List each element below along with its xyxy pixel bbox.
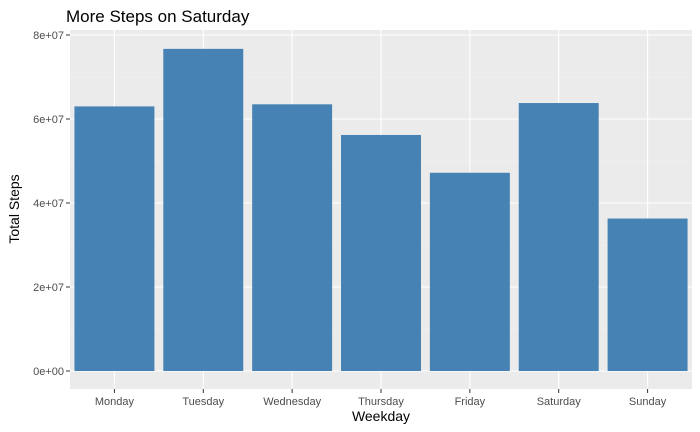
bar-tuesday bbox=[163, 48, 244, 372]
x-tick-label: Friday bbox=[455, 396, 486, 408]
bar-saturday bbox=[518, 103, 599, 371]
bar-thursday bbox=[341, 134, 421, 371]
x-tick-label: Thursday bbox=[358, 396, 404, 408]
y-tick-label: 8e+07 bbox=[33, 30, 64, 42]
x-axis: Monday Tuesday Wednesday Thursday Friday Satu… bbox=[95, 389, 667, 408]
y-tick-label: 0e+00 bbox=[33, 366, 64, 378]
x-tick-label: Saturday bbox=[537, 396, 582, 408]
bar-monday bbox=[74, 106, 155, 372]
y-axis-title: Total Steps bbox=[6, 174, 22, 243]
chart-title: More Steps on Saturday bbox=[66, 7, 250, 26]
y-tick-label: 4e+07 bbox=[33, 198, 64, 210]
y-tick-label: 2e+07 bbox=[33, 282, 64, 294]
x-tick-label: Wednesday bbox=[263, 396, 321, 408]
bars bbox=[74, 48, 688, 372]
bar-sunday bbox=[607, 218, 688, 371]
y-axis: 0e+00 2e+07 4e+07 6e+07 8e+07 bbox=[33, 30, 70, 378]
x-tick-label: Sunday bbox=[629, 396, 667, 408]
bar-friday bbox=[429, 172, 510, 371]
bar-wednesday bbox=[252, 104, 333, 372]
x-axis-title: Weekday bbox=[352, 408, 410, 424]
y-tick-label: 6e+07 bbox=[33, 114, 64, 126]
x-tick-label: Monday bbox=[95, 396, 135, 408]
x-tick-label: Tuesday bbox=[182, 396, 224, 408]
